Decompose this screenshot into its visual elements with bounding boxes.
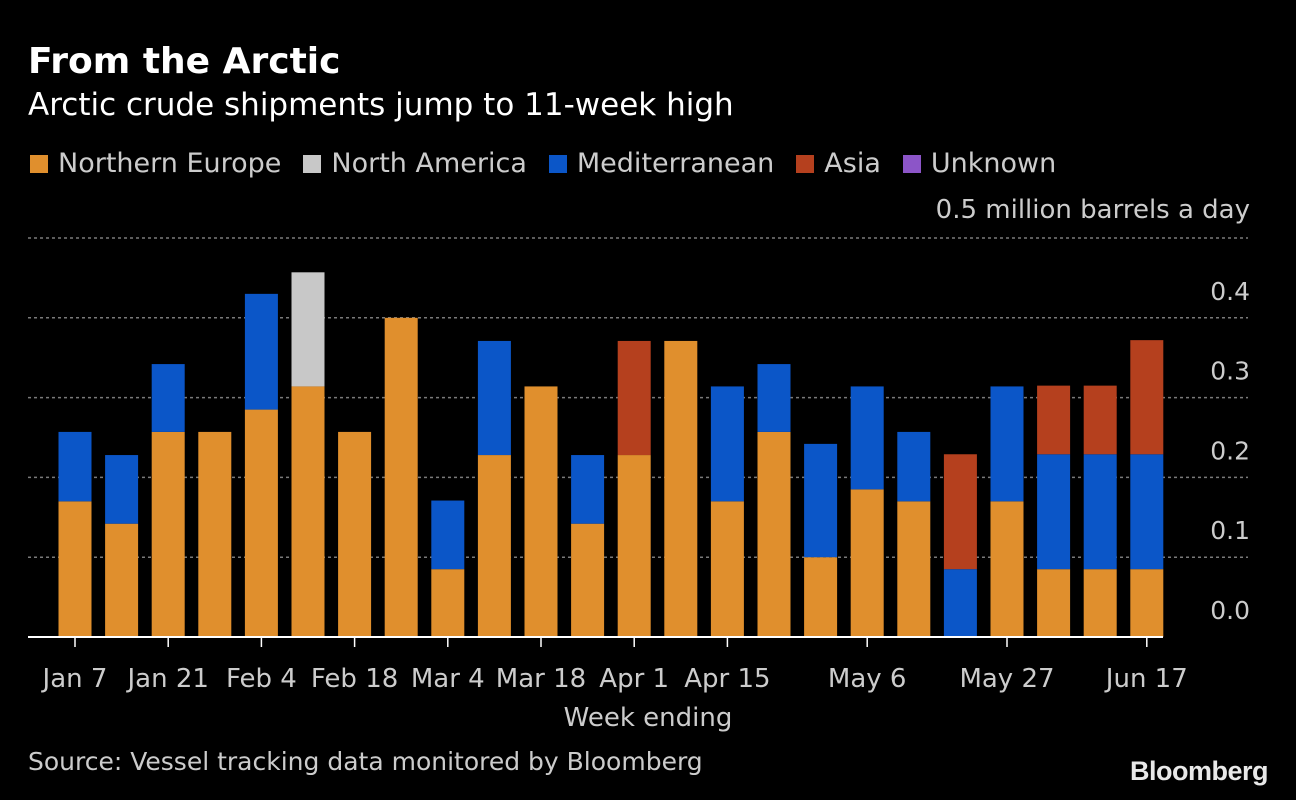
legend-label-mediterranean: Mediterranean [576,148,775,179]
bar-segment [664,340,698,637]
bar-segment [710,501,744,637]
bar-segment [897,501,931,637]
bar-segment [477,455,511,637]
bar-segment [1037,569,1071,637]
bar-segment [105,455,139,524]
chart-legend: Northern Europe North America Mediterran… [30,148,1078,179]
bar-segment [617,340,651,456]
legend-item-north-america: North America [303,148,527,179]
bar-segment [244,293,278,410]
y-tick-label: 0.3 [1210,357,1250,386]
bar-segment [757,364,791,432]
bar-segment [291,272,325,387]
bar-segment [850,489,884,637]
legend-label-northern-europe: Northern Europe [58,148,282,179]
bar-segment [198,431,232,637]
y-tick-label: 0.0 [1210,596,1250,625]
legend-swatch-north-america [303,154,322,173]
bar-segment [477,340,511,456]
x-axis-label: Week ending [564,703,733,733]
y-tick-label: 0.5 million barrels a day [936,195,1250,225]
legend-swatch-northern-europe [30,154,48,173]
x-tick-label: Jan 21 [125,664,208,694]
bar-segment [1037,454,1071,570]
bar-segment [1083,569,1117,637]
x-tick-label: May 27 [959,664,1054,694]
bar-segment [804,443,838,558]
bar-segment [58,431,92,502]
legend-label-north-america: North America [331,148,527,179]
bar-segment [151,364,185,432]
bar-segment [338,431,372,637]
bar-segment [291,386,325,637]
bloomberg-logo: Bloomberg [1129,756,1269,786]
bar-segment [1130,569,1164,637]
bar-segment [524,386,558,637]
bar-segment [431,500,465,570]
bar-segment [431,569,465,637]
x-tick-label: Apr 15 [684,664,770,694]
chart-subtitle: Arctic crude shipments jump to 11-week h… [28,87,734,123]
bar-segment [1037,385,1071,455]
bar-segment [897,431,931,502]
x-tick-label: Mar 18 [496,664,586,694]
legend-label-asia: Asia [824,148,881,179]
bar-segment [105,523,139,637]
y-tick-label: 0.1 [1210,516,1250,545]
bar-segment [850,386,884,490]
x-tick-label: Feb 18 [311,664,398,694]
bar-segment [990,386,1024,502]
bar-segment [571,523,605,637]
source-note: Source: Vessel tracking data monitored b… [28,747,703,776]
y-tick-label: 0.4 [1210,277,1250,306]
y-tick-label: 0.2 [1210,436,1250,465]
x-tick-label: Mar 4 [411,664,485,694]
bar-segment [244,409,278,637]
chart-title: From the Arctic [28,41,341,82]
x-tick-label: Feb 4 [226,664,297,694]
legend-item-asia: Asia [796,148,881,179]
bar-segment [943,454,977,570]
legend-swatch-asia [796,154,815,173]
bar-segment [58,501,92,637]
bar-segment [990,501,1024,637]
legend-swatch-mediterranean [548,154,567,173]
x-tick-label: Apr 1 [599,664,669,694]
bar-segment [804,557,838,637]
legend-item-northern-europe: Northern Europe [30,148,281,179]
bar-segment [384,317,418,637]
legend-swatch-unknown [902,154,921,173]
legend-label-unknown: Unknown [930,148,1057,179]
x-tick-label: May 6 [828,664,907,694]
bar-segment [757,431,791,637]
bar-segment [1083,454,1117,570]
bar-segment [571,455,605,524]
legend-item-mediterranean: Mediterranean [548,148,775,179]
bar-segment [1130,454,1164,570]
bar-segment [151,431,185,637]
x-tick-label: Jan 7 [41,664,108,694]
x-tick-label: Jun 17 [1104,664,1188,694]
legend-item-unknown: Unknown [902,148,1057,179]
bar-segment [1083,385,1117,455]
bar-segment [943,569,977,637]
bar-segment [1130,340,1164,455]
bar-segment [617,455,651,637]
bar-segment [710,386,744,502]
